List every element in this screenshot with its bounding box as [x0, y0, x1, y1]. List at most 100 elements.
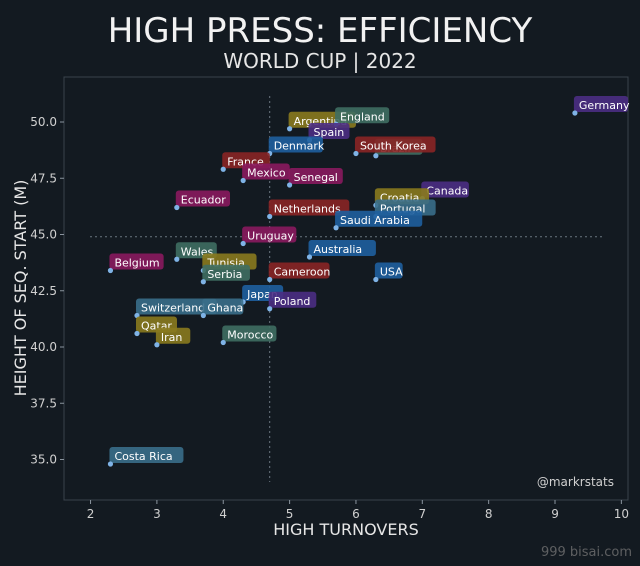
point-label: South Korea [360, 140, 427, 153]
data-point-uruguay: Uruguay [240, 226, 297, 247]
point-marker [373, 276, 379, 283]
point-label: Ecuador [181, 194, 226, 207]
point-marker [353, 150, 359, 157]
x-tick-label: 5 [286, 507, 294, 521]
point-marker [333, 225, 339, 231]
point-marker [287, 126, 293, 132]
point-marker [154, 342, 160, 348]
x-tick-label: 3 [153, 507, 161, 521]
point-marker [287, 182, 293, 188]
point-label: Iran [161, 331, 183, 344]
data-point-saudi-arabia: Saudi Arabia [333, 210, 423, 231]
point-marker [240, 177, 246, 184]
data-point-senegal: Senegal [287, 168, 343, 188]
point-label-box [202, 298, 244, 315]
data-point-mexico: Mexico [240, 163, 290, 184]
x-tick-label: 9 [551, 507, 559, 521]
point-marker [306, 254, 313, 260]
point-marker [267, 276, 273, 283]
x-tick-label: 2 [87, 507, 95, 521]
plot-frame [63, 76, 629, 501]
x-tick-label: 7 [418, 507, 426, 521]
point-label: Spain [314, 126, 345, 139]
x-tick-label: 10 [614, 507, 629, 521]
data-point-canada: Canada [419, 181, 469, 202]
y-tick-label: 50.0 [30, 115, 57, 129]
y-axis-ticks: 35.0 37.5 40.0 42.5 45.0 47.5 50.0 [30, 115, 64, 467]
point-label-box [573, 96, 629, 112]
point-label: Germany [579, 99, 630, 112]
x-axis-ticks: 2 3 4 5 6 7 8 9 10 [87, 500, 629, 521]
point-marker [107, 461, 114, 467]
point-marker [572, 110, 578, 116]
x-tick-label: 4 [219, 507, 227, 521]
point-label: Saudi Arabia [340, 214, 410, 227]
y-tick-label: 45.0 [30, 228, 57, 242]
point-label: Uruguay [247, 230, 294, 243]
point-label: Poland [274, 295, 311, 308]
point-label: Senegal [294, 171, 338, 184]
point-label-box [222, 325, 277, 342]
data-point-australia: Australia [306, 240, 376, 260]
point-label-box [268, 262, 330, 279]
y-tick-label: 42.5 [30, 284, 57, 298]
reference-lines [90, 96, 602, 482]
point-label-box [109, 253, 164, 270]
point-marker [373, 153, 379, 159]
point-marker [174, 204, 180, 211]
point-label-box [135, 298, 217, 315]
point-label: Mexico [247, 167, 286, 180]
point-label: Denmark [274, 140, 325, 153]
credit-label: @markrstats [537, 475, 614, 489]
data-point-england: England [333, 107, 390, 127]
data-point-ecuador: Ecuador [174, 190, 230, 211]
watermark: 999 bisai.com [541, 545, 632, 560]
point-label: USA [380, 266, 403, 279]
chart-title: HIGH PRESS: EFFICIENCY [108, 11, 533, 51]
point-label-box [308, 240, 376, 256]
data-point-morocco: Morocco [220, 325, 277, 346]
point-marker [220, 339, 226, 346]
point-label: England [340, 110, 385, 123]
point-label-box [354, 136, 436, 153]
point-label-box [268, 136, 323, 153]
data-point-poland: Poland [267, 291, 317, 312]
point-marker [267, 306, 273, 312]
data-point-netherlands: Netherlands [267, 199, 350, 220]
point-label-box [202, 264, 250, 281]
point-label-box [268, 291, 317, 308]
data-point-ghana: Ghana [200, 298, 244, 319]
point-marker [134, 330, 140, 337]
point-label: Costa Rica [114, 450, 172, 463]
data-point-south-korea: South Korea [353, 136, 436, 157]
y-tick-label: 40.0 [30, 340, 57, 354]
point-label: Australia [314, 243, 363, 256]
point-marker [240, 240, 246, 247]
point-marker [174, 256, 180, 262]
x-tick-label: 6 [352, 507, 360, 521]
point-label-box [242, 226, 297, 243]
data-point-germany: Germany [572, 96, 630, 116]
y-axis-label: HEIGHT OF SEQ. START (M) [11, 180, 30, 397]
point-marker [200, 279, 206, 285]
point-label-box [109, 447, 184, 463]
chart-subtitle: WORLD CUP | 2022 [223, 49, 416, 73]
data-point-serbia: Serbia [200, 264, 250, 285]
point-label-box [175, 190, 230, 207]
point-label: Canada [426, 185, 468, 198]
point-label: Cameroon [274, 266, 331, 279]
point-label-box [288, 168, 343, 184]
x-tick-label: 8 [485, 507, 493, 521]
point-label-box [268, 199, 350, 216]
point-label-box [335, 210, 423, 227]
point-marker [107, 267, 114, 274]
point-label-box [155, 327, 191, 344]
data-point-iran: Iran [154, 327, 191, 348]
data-point-denmark: Denmark [267, 136, 325, 157]
data-point-switzerland: Switzerland [134, 298, 217, 319]
point-marker [267, 213, 273, 220]
point-label-box [335, 107, 390, 124]
y-tick-label: 37.5 [30, 396, 57, 410]
point-label-box [242, 163, 290, 180]
